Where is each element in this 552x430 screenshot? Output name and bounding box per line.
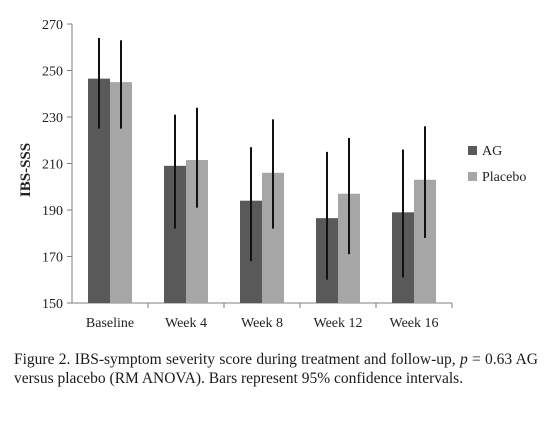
axes	[67, 23, 453, 308]
y-tick-label: 190	[42, 204, 63, 219]
legend-swatch-placebo	[468, 172, 477, 181]
chart-area: 150 170 190 210 230 250 270 Baseline Week 4 Week …	[18, 18, 526, 331]
bar-placebo-week-4	[186, 160, 208, 303]
x-tick-label: Baseline	[86, 316, 134, 331]
y-tick-label: 170	[42, 251, 63, 266]
y-tick-label: 150	[42, 297, 63, 312]
bar-ag-baseline	[88, 78, 110, 303]
legend-swatch-ag	[468, 146, 477, 155]
caption-part1: Figure 2. IBS-symptom severity score dur…	[14, 351, 460, 368]
error-bars	[98, 37, 426, 280]
bar-placebo-week-16	[414, 179, 436, 303]
caption-part2: = 0.63 AG versus placebo (RM ANOVA). Bar…	[14, 351, 538, 387]
caption-p-symbol: p	[459, 351, 468, 368]
axis-labels: 150 170 190 210 230 250 270 Baseline Week 4 Week …	[42, 18, 439, 331]
y-axis-label: IBS-SSS	[18, 143, 34, 197]
bar-placebo-baseline	[110, 82, 132, 303]
legend-label-ag: AG	[482, 144, 502, 159]
bar-chart: 150 170 190 210 230 250 270 Baseline Week 4 Week …	[18, 18, 526, 331]
y-tick-label: 250	[42, 65, 63, 80]
legend-label-placebo: Placebo	[482, 170, 526, 185]
y-tick-label: 270	[42, 18, 63, 33]
x-tick-label: Week 4	[165, 316, 207, 331]
bars	[88, 78, 436, 303]
x-tick-label: Week 8	[241, 316, 283, 331]
y-tick-label: 230	[42, 111, 63, 126]
x-tick-label: Week 12	[313, 316, 362, 331]
x-tick-label: Week 16	[389, 316, 438, 331]
bar-placebo-week-8	[262, 172, 284, 303]
legend: AG Placebo	[468, 144, 526, 185]
y-tick-label: 210	[42, 158, 63, 173]
figure-caption: Figure 2. IBS-symptom severity score dur…	[14, 350, 538, 388]
bar-ag-week-4	[164, 165, 186, 303]
